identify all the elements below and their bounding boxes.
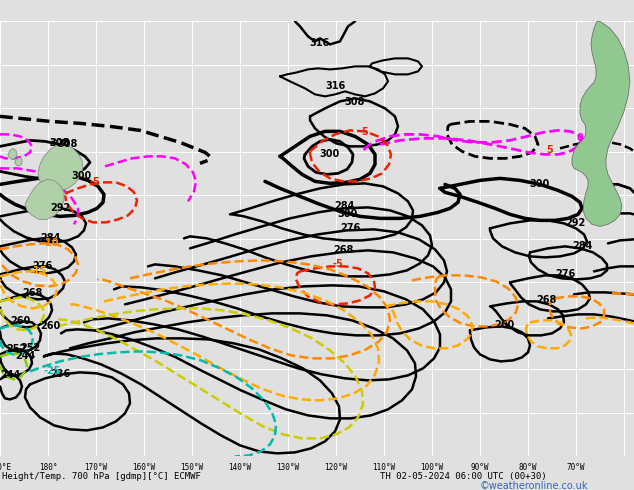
Text: 80°W: 80°W (519, 463, 537, 472)
Text: 276: 276 (340, 223, 360, 233)
Text: 100°W: 100°W (420, 463, 444, 472)
Text: 308: 308 (345, 98, 365, 107)
Text: 5: 5 (547, 146, 553, 155)
Text: 190°E: 190°E (0, 463, 11, 472)
Text: 300: 300 (72, 172, 92, 181)
Polygon shape (8, 148, 17, 159)
Text: 110°W: 110°W (372, 463, 396, 472)
Text: TH 02-05-2024 06:00 UTC (00+30): TH 02-05-2024 06:00 UTC (00+30) (380, 471, 547, 481)
Text: -10: -10 (41, 238, 59, 248)
Text: 300: 300 (338, 209, 358, 220)
Text: Height/Temp. 700 hPa [gdmp][°C] ECMWF: Height/Temp. 700 hPa [gdmp][°C] ECMWF (2, 471, 201, 481)
Text: 284: 284 (334, 201, 354, 211)
Text: 252: 252 (20, 343, 40, 353)
Text: 260: 260 (494, 320, 514, 330)
Polygon shape (38, 145, 83, 192)
Text: 140°W: 140°W (228, 463, 252, 472)
Text: 170°W: 170°W (84, 463, 108, 472)
Text: 292: 292 (565, 219, 585, 228)
Text: 90°W: 90°W (471, 463, 489, 472)
Text: 300: 300 (320, 149, 340, 159)
Text: -5: -5 (333, 259, 344, 270)
Text: -15: -15 (29, 267, 47, 276)
Text: 5: 5 (361, 127, 368, 137)
Polygon shape (572, 22, 630, 226)
Text: 236: 236 (50, 369, 70, 379)
Text: 120°W: 120°W (325, 463, 347, 472)
Text: 268: 268 (536, 295, 556, 305)
Text: 316: 316 (325, 81, 345, 91)
Text: 268: 268 (333, 245, 353, 255)
Text: 244: 244 (15, 351, 35, 361)
Text: 150°W: 150°W (181, 463, 204, 472)
Text: 268: 268 (22, 289, 42, 298)
Text: 160°W: 160°W (133, 463, 155, 472)
Polygon shape (15, 157, 22, 165)
Text: ©weatheronline.co.uk: ©weatheronline.co.uk (480, 481, 588, 490)
Text: 130°W: 130°W (276, 463, 299, 472)
Text: 260: 260 (10, 317, 30, 326)
Text: 284: 284 (572, 242, 592, 251)
Polygon shape (25, 179, 64, 220)
Text: 308: 308 (50, 138, 70, 148)
Text: -5: -5 (89, 177, 100, 187)
Text: 276: 276 (555, 270, 575, 279)
Text: 70°W: 70°W (567, 463, 585, 472)
Text: 0: 0 (577, 133, 583, 144)
Text: 308: 308 (50, 138, 70, 148)
Text: 244: 244 (0, 370, 20, 380)
Text: 300: 300 (530, 179, 550, 189)
Text: 180°: 180° (39, 463, 57, 472)
Text: 260: 260 (40, 321, 60, 331)
Text: 316: 316 (310, 38, 330, 49)
Text: 292: 292 (50, 203, 70, 213)
Text: 284: 284 (40, 233, 60, 244)
Text: 276: 276 (32, 261, 52, 271)
Text: 252: 252 (6, 344, 26, 354)
Text: 308: 308 (58, 139, 78, 149)
Text: -25: -25 (43, 367, 61, 376)
